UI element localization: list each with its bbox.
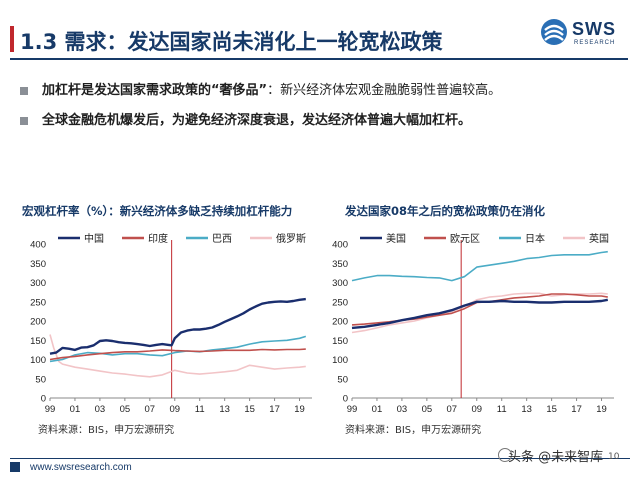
sws-logo-icon xyxy=(541,19,567,45)
y-tick-label: 400 xyxy=(332,240,348,251)
x-tick-label: 05 xyxy=(422,404,433,415)
x-tick-label: 03 xyxy=(397,404,408,415)
x-tick-label: 01 xyxy=(70,404,81,415)
y-tick-label: 50 xyxy=(35,374,46,385)
x-tick-label: 15 xyxy=(546,404,557,415)
y-tick-label: 250 xyxy=(332,297,348,308)
x-tick-label: 09 xyxy=(169,404,180,415)
x-tick-label: 11 xyxy=(497,404,507,415)
series-line xyxy=(49,297,306,355)
series-line xyxy=(351,292,608,334)
y-tick-label: 300 xyxy=(30,278,46,289)
y-tick-label: 100 xyxy=(30,355,46,366)
y-tick-label: 0 xyxy=(343,394,348,405)
footer-accent xyxy=(10,462,20,472)
x-tick-label: 19 xyxy=(294,404,305,415)
bullet-square-icon xyxy=(20,87,28,95)
logo-subtitle: RESEARCH xyxy=(574,40,616,46)
page-title: 1.3 需求：发达国家尚未消化上一轮宽松政策 xyxy=(20,30,443,54)
bullet-item: 加杠杆是发达国家需求政策的“奢侈品”：新兴经济体宏观金融脆弱性普遍较高。 xyxy=(20,82,620,112)
y-tick-label: 0 xyxy=(41,394,46,405)
sws-logo: SWS RESEARCH xyxy=(540,14,632,52)
title-bar: 1.3 需求：发达国家尚未消化上一轮宽松政策 xyxy=(0,20,460,58)
legend-label: 俄罗斯 xyxy=(276,232,306,245)
x-tick-label: 07 xyxy=(447,404,458,415)
title-accent-bar xyxy=(10,26,14,52)
chart-title-right: 发达国家08年之后的宽松政策仍在消化 xyxy=(345,204,546,218)
x-tick-label: 05 xyxy=(120,404,131,415)
watermark-text: 头条 @未来智库 xyxy=(508,450,604,465)
y-tick-label: 150 xyxy=(30,336,46,347)
x-tick-label: 15 xyxy=(244,404,255,415)
bullet-rest: ：新兴经济体宏观金融脆弱性普遍较高。 xyxy=(267,83,502,98)
y-tick-label: 200 xyxy=(30,317,46,328)
series-line xyxy=(351,250,608,282)
y-tick-label: 150 xyxy=(332,336,348,347)
x-tick-label: 01 xyxy=(372,404,383,415)
series-line xyxy=(351,298,609,330)
x-tick-label: 13 xyxy=(521,404,532,415)
x-tick-label: 17 xyxy=(571,404,582,415)
legend-label: 美国 xyxy=(386,232,406,245)
x-tick-label: 03 xyxy=(95,404,106,415)
chart-source-right: 资料来源：BIS，申万宏源研究 xyxy=(345,425,482,436)
x-tick-label: 13 xyxy=(219,404,230,415)
chart-source-left: 资料来源：BIS，申万宏源研究 xyxy=(38,425,175,436)
y-tick-label: 100 xyxy=(332,355,348,366)
page-number: 10 xyxy=(608,452,620,462)
y-tick-label: 300 xyxy=(332,278,348,289)
bullet-square-icon xyxy=(20,117,28,125)
chart-left: 0 50 100 150 200 250 300 350 400 99 01 03 05 07 09 11 13… xyxy=(30,232,312,415)
title-divider xyxy=(10,58,628,60)
x-tick-label: 09 xyxy=(471,404,482,415)
bullet-text: 加杠杆是发达国家需求政策的“奢侈品”：新兴经济体宏观金融脆弱性普遍较高。 xyxy=(42,82,501,100)
footer-divider xyxy=(10,458,630,459)
x-tick-label: 99 xyxy=(45,404,56,415)
x-tick-label: 99 xyxy=(347,404,358,415)
legend-label: 巴西 xyxy=(212,233,232,245)
legend-label: 日本 xyxy=(525,232,545,245)
series-line xyxy=(49,348,306,361)
y-tick-label: 200 xyxy=(332,317,348,328)
x-tick-label: 17 xyxy=(269,404,280,415)
legend-label: 中国 xyxy=(84,232,104,245)
x-tick-label: 19 xyxy=(596,404,607,415)
y-tick-label: 350 xyxy=(332,259,348,270)
legend-label: 欧元区 xyxy=(450,233,480,245)
bullet-emphasis: 全球金融危机爆发后，为避免经济深度衰退，发达经济体普遍大幅加杠杆。 xyxy=(42,113,472,128)
chart-right: 0 50 100 150 200 250 300 350 400 99 01 03 05 07 09 11 13… xyxy=(332,232,614,415)
bullet-text: 全球金融危机爆发后，为避免经济深度衰退，发达经济体普遍大幅加杠杆。 xyxy=(42,112,471,130)
x-tick-label: 07 xyxy=(145,404,156,415)
bullet-list: 加杠杆是发达国家需求政策的“奢侈品”：新兴经济体宏观金融脆弱性普遍较高。 全球金… xyxy=(20,82,620,142)
y-tick-label: 400 xyxy=(30,240,46,251)
y-tick-label: 350 xyxy=(30,259,46,270)
footer-url[interactable]: www.swsresearch.com xyxy=(30,462,132,473)
legend-label: 英国 xyxy=(589,232,609,245)
bullet-item: 全球金融危机爆发后，为避免经济深度衰退，发达经济体普遍大幅加杠杆。 xyxy=(20,112,620,142)
legend-label: 印度 xyxy=(148,232,168,245)
y-tick-label: 250 xyxy=(30,297,46,308)
series-line xyxy=(49,335,307,363)
logo-wordmark: SWS xyxy=(572,19,617,39)
bullet-emphasis: 加杠杆是发达国家需求政策的“奢侈品” xyxy=(42,83,268,98)
series-line xyxy=(49,334,306,378)
chart-title-left: 宏观杠杆率（%）：新兴经济体多缺乏持续加杠杆能力 xyxy=(22,204,293,218)
x-tick-label: 11 xyxy=(195,404,205,415)
y-tick-label: 50 xyxy=(337,374,348,385)
watermark-logo-icon xyxy=(498,448,512,462)
